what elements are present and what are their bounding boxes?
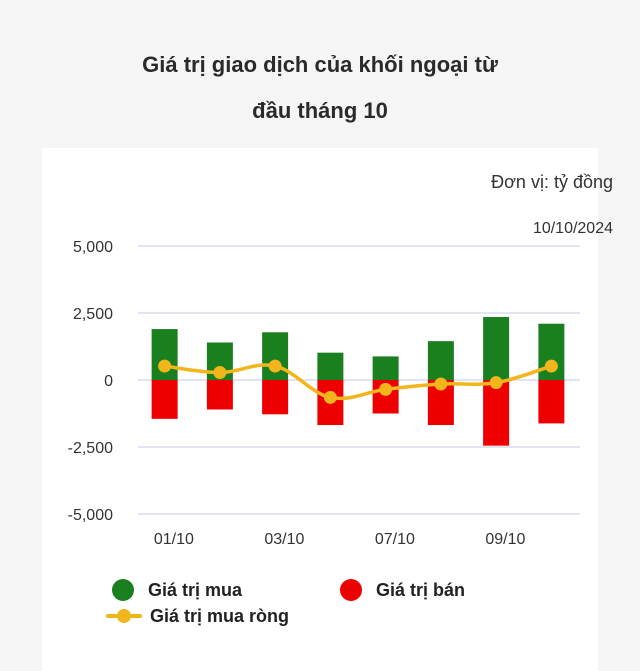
net-point xyxy=(158,359,172,373)
y-tick-label: 5,000 xyxy=(73,239,113,256)
legend-net-swatch xyxy=(106,605,142,627)
y-tick-label: -5,000 xyxy=(68,507,113,524)
y-tick-label: -2,500 xyxy=(68,440,113,457)
sell-bar xyxy=(262,380,289,415)
net-point xyxy=(379,382,393,396)
buy-bar xyxy=(427,341,454,380)
legend-sell-label: Giá trị bán xyxy=(376,579,466,600)
legend-item-net[interactable]: Giá trị mua ròng xyxy=(106,605,289,627)
legend-sell-swatch xyxy=(340,579,362,601)
legend-item-buy[interactable]: Giá trị mua xyxy=(112,579,242,601)
unit-label: Đơn vị: tỷ đồng xyxy=(491,172,613,192)
legend-item-sell[interactable]: Giá trị bán xyxy=(340,579,465,601)
sell-bar xyxy=(538,380,565,424)
buy-bar xyxy=(317,352,344,380)
y-tick-label: 0 xyxy=(104,373,113,390)
net-point xyxy=(323,390,337,404)
legend-buy-label: Giá trị mua xyxy=(148,579,243,600)
chart-title-line-1: Giá trị giao dịch của khối ngoại từ xyxy=(142,52,498,77)
x-tick-label: 07/10 xyxy=(375,531,415,548)
legend-buy-swatch xyxy=(112,579,134,601)
x-tick-label: 09/10 xyxy=(485,531,525,548)
net-point xyxy=(544,359,558,373)
date-label: 10/10/2024 xyxy=(532,220,613,237)
x-tick-label: 03/10 xyxy=(264,531,304,548)
net-point xyxy=(489,376,503,390)
x-tick-label: 01/10 xyxy=(154,531,194,548)
buy-bar xyxy=(372,356,399,380)
sell-bar xyxy=(483,380,510,446)
sell-bar xyxy=(206,380,233,410)
net-point xyxy=(434,377,448,391)
y-tick-label: 2,500 xyxy=(73,306,113,323)
buy-bar xyxy=(483,317,510,380)
buy-bar xyxy=(262,332,289,380)
net-point xyxy=(213,365,227,379)
net-point xyxy=(268,359,282,373)
legend-net-label: Giá trị mua ròng xyxy=(150,605,290,626)
chart-title-line-2: đầu tháng 10 xyxy=(252,98,388,123)
sell-bar xyxy=(151,380,178,419)
